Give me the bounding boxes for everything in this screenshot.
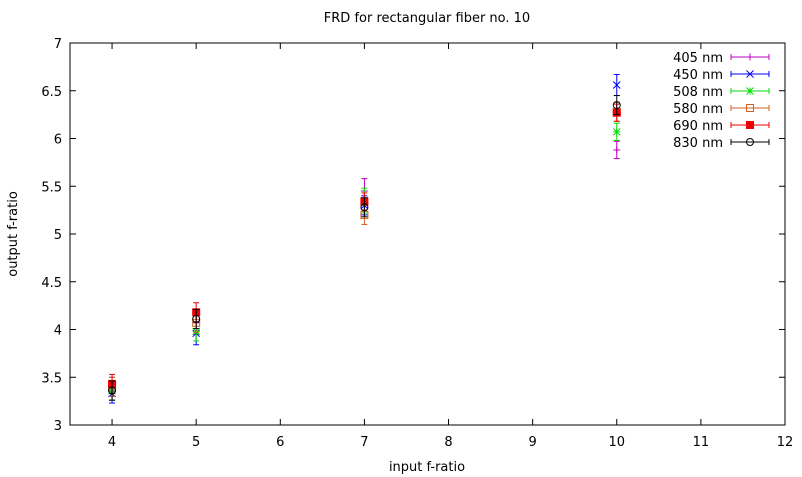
x-tick-label: 6	[276, 435, 284, 450]
legend-label: 450 nm	[673, 68, 723, 83]
series-508-nm	[108, 122, 621, 401]
y-tick-label: 7	[54, 37, 62, 52]
data-point	[612, 74, 621, 97]
data-point-marker	[746, 53, 754, 61]
data-point-marker	[746, 70, 754, 78]
series-830-nm	[108, 95, 621, 401]
series-690-nm	[108, 103, 621, 394]
data-point	[360, 197, 369, 218]
data-point-marker	[746, 121, 754, 129]
legend-entry: 690 nm	[673, 119, 770, 134]
x-tick-label: 8	[444, 435, 452, 450]
y-tick-label: 3.5	[41, 371, 62, 386]
x-tick-label: 7	[360, 435, 368, 450]
y-tick-label: 6	[54, 133, 62, 148]
legend: 405 nm 450 nm 508 nm 580 nm 690 nm 830 nm	[673, 51, 770, 151]
legend-entry: 830 nm	[673, 136, 770, 151]
data-series	[108, 74, 621, 404]
y-tick-label: 3	[54, 419, 62, 434]
data-point-marker	[746, 104, 754, 112]
y-tick-label: 5	[54, 228, 62, 243]
x-tick-label: 10	[608, 435, 625, 450]
chart-title: FRD for rectangular fiber no. 10	[324, 11, 530, 26]
series-450-nm	[108, 74, 621, 404]
legend-label: 830 nm	[673, 136, 723, 151]
legend-label: 508 nm	[673, 85, 723, 100]
data-point-marker	[612, 127, 621, 136]
y-axis: 3 3.5 4 4.5 5 5.5 6 6.5 7	[41, 37, 785, 434]
data-point-marker	[613, 146, 621, 154]
series-405-nm	[108, 140, 621, 401]
data-point-marker	[108, 386, 117, 395]
legend-label: 405 nm	[673, 51, 723, 66]
plot-frame	[69, 42, 786, 426]
data-point	[108, 380, 117, 401]
legend-entry: 405 nm	[673, 51, 770, 66]
y-axis-label: output f-ratio	[6, 191, 21, 277]
x-tick-label: 4	[108, 435, 116, 450]
data-point-marker	[192, 314, 201, 323]
y-tick-label: 6.5	[41, 85, 62, 100]
x-tick-label: 5	[192, 435, 200, 450]
data-point	[612, 122, 621, 141]
data-point	[192, 308, 201, 330]
data-point-marker	[746, 87, 754, 95]
legend-entry: 580 nm	[673, 102, 770, 117]
x-tick-label: 11	[693, 435, 710, 450]
data-point-marker	[746, 138, 754, 146]
series-580-nm	[108, 101, 621, 397]
legend-label: 580 nm	[673, 102, 723, 117]
data-point	[612, 95, 621, 116]
x-axis-label: input f-ratio	[389, 460, 465, 475]
legend-entry: 450 nm	[673, 68, 770, 83]
data-point-marker	[612, 81, 621, 89]
y-tick-label: 5.5	[41, 180, 62, 195]
y-tick-label: 4	[54, 324, 62, 339]
x-tick-label: 12	[777, 435, 794, 450]
data-point-marker	[612, 101, 621, 110]
x-tick-label: 9	[529, 435, 537, 450]
data-point-marker	[360, 203, 369, 212]
x-axis: 4 5 6 7 8 9 10 11 12	[108, 43, 793, 450]
legend-label: 690 nm	[673, 119, 723, 134]
data-point	[613, 140, 621, 160]
y-tick-label: 4.5	[41, 276, 62, 291]
legend-entry: 508 nm	[673, 85, 770, 100]
